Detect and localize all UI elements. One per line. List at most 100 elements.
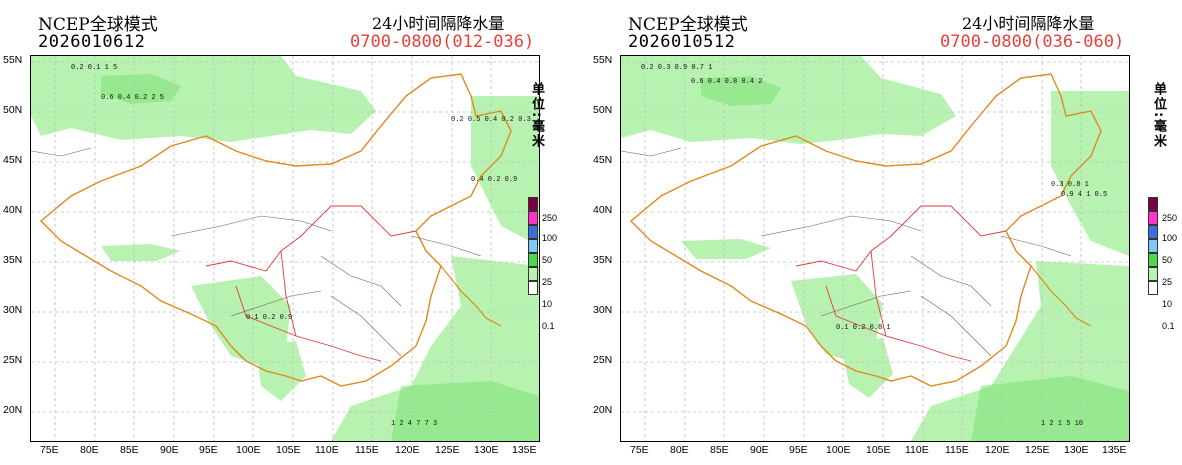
legend-swatch [1148,225,1158,239]
lon-label: 125E [435,444,460,456]
lon-label: 90E [750,444,769,456]
local-boundaries [621,147,1072,357]
precip-map: 0.2 0.1 1 5 0.6 0.4 0.2 2 5 1 2 4 7 7 3 … [30,55,540,442]
rain-areas [31,56,539,441]
country-boundary [39,73,512,387]
product-title: 24小时间隔降水量 [372,14,505,33]
lon-label: 80E [80,444,99,456]
lat-label: 30N [593,304,613,316]
legend-swatch [1148,239,1158,253]
lon-label: 130E [1064,444,1089,456]
lat-label: 30N [3,304,23,316]
rain-area-sw [256,341,306,401]
map-graphics [621,56,1129,441]
precip-value: 0.6 0.4 0.2 2 5 [101,94,165,102]
lat-label: 35N [3,254,23,266]
lon-label: 115E [355,444,379,456]
lon-label: 110E [905,444,929,456]
lon-label: 100E [236,444,261,456]
legend-label: 100 [1162,233,1178,243]
lon-label: 75E [630,444,649,456]
model-title: NCEP全球模式 [628,15,748,35]
rain-area-southeast-core [391,381,539,441]
precip-value: 0.2 0.3 0.9 0.7 1 [641,64,713,72]
init-time: 2026010612 [38,32,146,52]
lon-label: 100E [826,444,851,456]
legend-swatch [1148,253,1158,267]
rain-area-northeast [471,96,539,246]
rain-area-west [101,244,181,261]
lon-label: 110E [315,444,339,456]
left-panel: NCEP全球模式 2026010612 24小时间隔降水量 0700-0800(… [0,0,560,465]
legend-swatch [528,239,538,253]
legend-swatch [528,253,538,267]
rain-area-north-core [101,74,181,104]
precip-value: 1 2 1 5 10 [1041,420,1084,428]
legend-swatch [528,197,538,211]
rain-area-tibet-east [791,274,883,361]
lon-label: 125E [1025,444,1050,456]
lon-label: 95E [199,444,218,456]
lat-label: 20N [3,404,23,416]
precip-value: 0.4 0.2 0.9 [471,176,518,184]
rain-area-northeast [1051,91,1129,256]
lon-label: 115E [945,444,969,456]
rain-area-north-core [701,76,781,106]
legend-swatch [1148,267,1158,281]
lon-label: 85E [120,444,139,456]
rain-area-southeast-core [971,376,1129,441]
coastline-east [440,265,502,327]
lat-label: 40N [593,204,613,216]
legend-swatch [1148,197,1158,211]
lat-label: 40N [3,204,23,216]
map-graphics [31,56,539,441]
lat-label: 55N [3,54,23,66]
legend-label: 0.1 [1162,321,1175,331]
legend-swatch [1148,281,1158,295]
legend-label: 0.1 [542,321,555,331]
model-title: NCEP全球模式 [38,15,158,35]
init-time: 2026010512 [628,32,736,52]
legend-swatch [528,211,538,225]
lat-label: 25N [3,354,23,366]
precip-map: 0.2 0.3 0.9 0.7 1 0.6 0.4 0.8 0.4 2 1 2 … [620,55,1130,442]
lat-label: 55N [593,54,613,66]
legend-label: 250 [1162,213,1178,223]
legend-label: 10 [1162,299,1173,309]
province-boundaries [795,205,1007,362]
graticule [621,56,1129,441]
legend-label: 50 [542,255,553,265]
lon-label: 85E [710,444,729,456]
product-title: 24小时间隔降水量 [962,14,1095,33]
rain-area-west [681,239,771,259]
lon-label: 120E [985,444,1010,456]
unit-label: 单位:毫米 [1151,82,1166,150]
legend-label: 25 [1162,277,1173,287]
lon-label: 95E [789,444,808,456]
right-panel: NCEP全球模式 2026010512 24小时间隔降水量 0700-0800(… [590,0,1177,465]
country-boundary [629,73,1102,387]
precip-value: 0.2 0.1 1 5 [71,64,118,72]
legend-swatch [528,267,538,281]
legend-label: 250 [542,213,558,223]
legend-label: 25 [542,277,553,287]
precip-value: 0.1 0.2 0.9 [246,314,293,322]
precip-value: 0.3 0.8 1 [1051,181,1089,189]
lon-label: 130E [474,444,499,456]
precip-value: 1 2 4 7 7 3 [391,420,438,428]
unit-label: 单位:毫米 [529,82,544,150]
lon-label: 75E [40,444,59,456]
valid-period: 0700-0800(012-036) [350,32,535,52]
legend-swatch [1148,211,1158,225]
lon-label: 135E [1102,444,1127,456]
lat-label: 20N [593,404,613,416]
lon-label: 105E [276,444,301,456]
lon-label: 135E [512,444,537,456]
province-boundaries [205,205,417,362]
rain-area-tibet-east [191,276,291,366]
lon-label: 105E [866,444,891,456]
legend-swatch [528,225,538,239]
precip-value: 0.6 0.4 0.8 0.4 2 [691,78,763,86]
rain-areas [621,56,1129,441]
lon-label: 90E [160,444,179,456]
